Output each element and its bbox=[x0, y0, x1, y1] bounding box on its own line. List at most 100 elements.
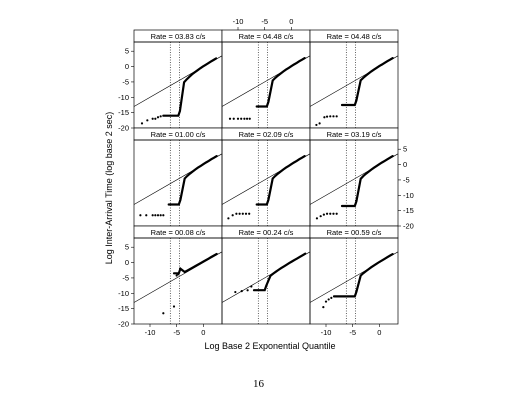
y-tick-label: 0 bbox=[403, 160, 407, 169]
y-tick-label: 0 bbox=[125, 62, 129, 71]
panel-frame bbox=[221, 237, 311, 325]
panel-frame bbox=[309, 139, 399, 227]
data-point bbox=[234, 290, 237, 294]
data-point bbox=[325, 212, 329, 215]
y-axis-label: Log Inter-Arrival Time (log base 2 sec) bbox=[104, 112, 114, 265]
data-point bbox=[154, 117, 157, 120]
data-curve bbox=[255, 57, 306, 108]
data-point bbox=[236, 117, 240, 120]
data-point bbox=[228, 117, 232, 120]
data-point bbox=[246, 289, 249, 292]
data-point bbox=[145, 214, 148, 217]
y-tick-label: 5 bbox=[403, 145, 407, 154]
data-point bbox=[241, 212, 244, 215]
data-curve bbox=[167, 155, 218, 206]
data-point bbox=[329, 115, 332, 118]
data-curve bbox=[252, 252, 307, 292]
data-point bbox=[146, 119, 149, 122]
panel-frame bbox=[133, 139, 223, 227]
panel-frame bbox=[309, 237, 399, 325]
data-point bbox=[156, 214, 160, 217]
data-curve bbox=[332, 253, 394, 298]
data-point bbox=[243, 117, 246, 120]
panel-frame bbox=[221, 139, 311, 227]
y-tick-label: 5 bbox=[125, 243, 129, 252]
data-point bbox=[154, 214, 157, 217]
data-point bbox=[175, 274, 178, 277]
y-tick-label: -10 bbox=[118, 93, 129, 102]
x-tick-label: -5 bbox=[349, 328, 356, 337]
data-point bbox=[240, 290, 243, 293]
data-point bbox=[177, 273, 180, 276]
page-number: 16 bbox=[253, 378, 264, 390]
data-point bbox=[232, 117, 235, 120]
panel-title: Rate = 04.48 c/s bbox=[327, 32, 382, 41]
y-tick-label: -15 bbox=[118, 108, 129, 117]
x-tick-label: -5 bbox=[173, 328, 180, 337]
data-point bbox=[332, 115, 335, 118]
data-point bbox=[330, 296, 333, 299]
y-tick-label: -10 bbox=[403, 191, 414, 200]
panel-frame bbox=[221, 41, 311, 129]
data-point bbox=[315, 217, 319, 220]
data-point bbox=[139, 214, 142, 217]
data-point bbox=[231, 214, 234, 217]
data-point bbox=[323, 116, 326, 119]
data-point bbox=[162, 312, 165, 315]
data-point bbox=[325, 115, 329, 118]
data-curve bbox=[162, 57, 218, 117]
x-tick-label: 0 bbox=[377, 328, 381, 337]
data-point bbox=[329, 212, 332, 215]
data-curve bbox=[255, 155, 306, 206]
panel-title: Rate = 00.59 c/s bbox=[327, 228, 382, 237]
data-point bbox=[335, 115, 338, 118]
data-point bbox=[151, 117, 154, 120]
y-tick-label: -20 bbox=[118, 320, 129, 329]
data-point bbox=[324, 300, 328, 303]
panel-title: Rate = 02.09 c/s bbox=[239, 130, 294, 139]
data-point bbox=[332, 212, 335, 215]
data-point bbox=[159, 214, 162, 217]
data-point bbox=[162, 214, 165, 217]
panel-title: Rate = 00.24 c/s bbox=[239, 228, 294, 237]
data-point bbox=[159, 115, 162, 118]
data-point bbox=[335, 212, 338, 215]
x-tick-label: -10 bbox=[233, 17, 244, 26]
x-tick-label: 0 bbox=[201, 328, 205, 337]
data-point bbox=[172, 305, 176, 308]
data-point bbox=[322, 213, 325, 216]
y-tick-label: -10 bbox=[118, 289, 129, 298]
x-axis-label: Log Base 2 Exponential Quantile bbox=[204, 341, 335, 351]
data-point bbox=[240, 117, 243, 120]
data-point bbox=[156, 116, 160, 119]
data-point bbox=[151, 214, 154, 217]
x-tick-label: 0 bbox=[289, 17, 293, 26]
data-point bbox=[235, 212, 238, 215]
data-point bbox=[248, 212, 251, 215]
x-tick-label: -10 bbox=[145, 328, 156, 337]
data-point bbox=[322, 306, 325, 309]
y-tick-label: -15 bbox=[403, 206, 414, 215]
panel-title: Rate = 03.83 c/s bbox=[151, 32, 206, 41]
y-tick-label: -15 bbox=[118, 304, 129, 313]
data-point bbox=[250, 285, 253, 288]
panel-frame bbox=[133, 237, 223, 325]
x-tick-label: -5 bbox=[261, 17, 268, 26]
data-curve bbox=[172, 252, 218, 275]
data-point bbox=[248, 117, 251, 120]
data-point bbox=[319, 215, 322, 218]
panel-title: Rate = 04.48 c/s bbox=[239, 32, 294, 41]
y-tick-label: -5 bbox=[403, 175, 410, 184]
panel-title: Rate = 01.00 c/s bbox=[151, 130, 206, 139]
panel-title: Rate = 03.19 c/s bbox=[327, 130, 382, 139]
data-point bbox=[315, 123, 318, 127]
data-point bbox=[227, 217, 230, 220]
data-curve bbox=[340, 57, 394, 107]
panel-frame bbox=[309, 41, 399, 129]
data-point bbox=[244, 212, 248, 215]
panel-title: Rate = 00.08 c/s bbox=[151, 228, 206, 237]
data-point bbox=[238, 212, 241, 215]
y-tick-label: -5 bbox=[122, 273, 129, 282]
y-tick-label: -20 bbox=[118, 124, 129, 133]
